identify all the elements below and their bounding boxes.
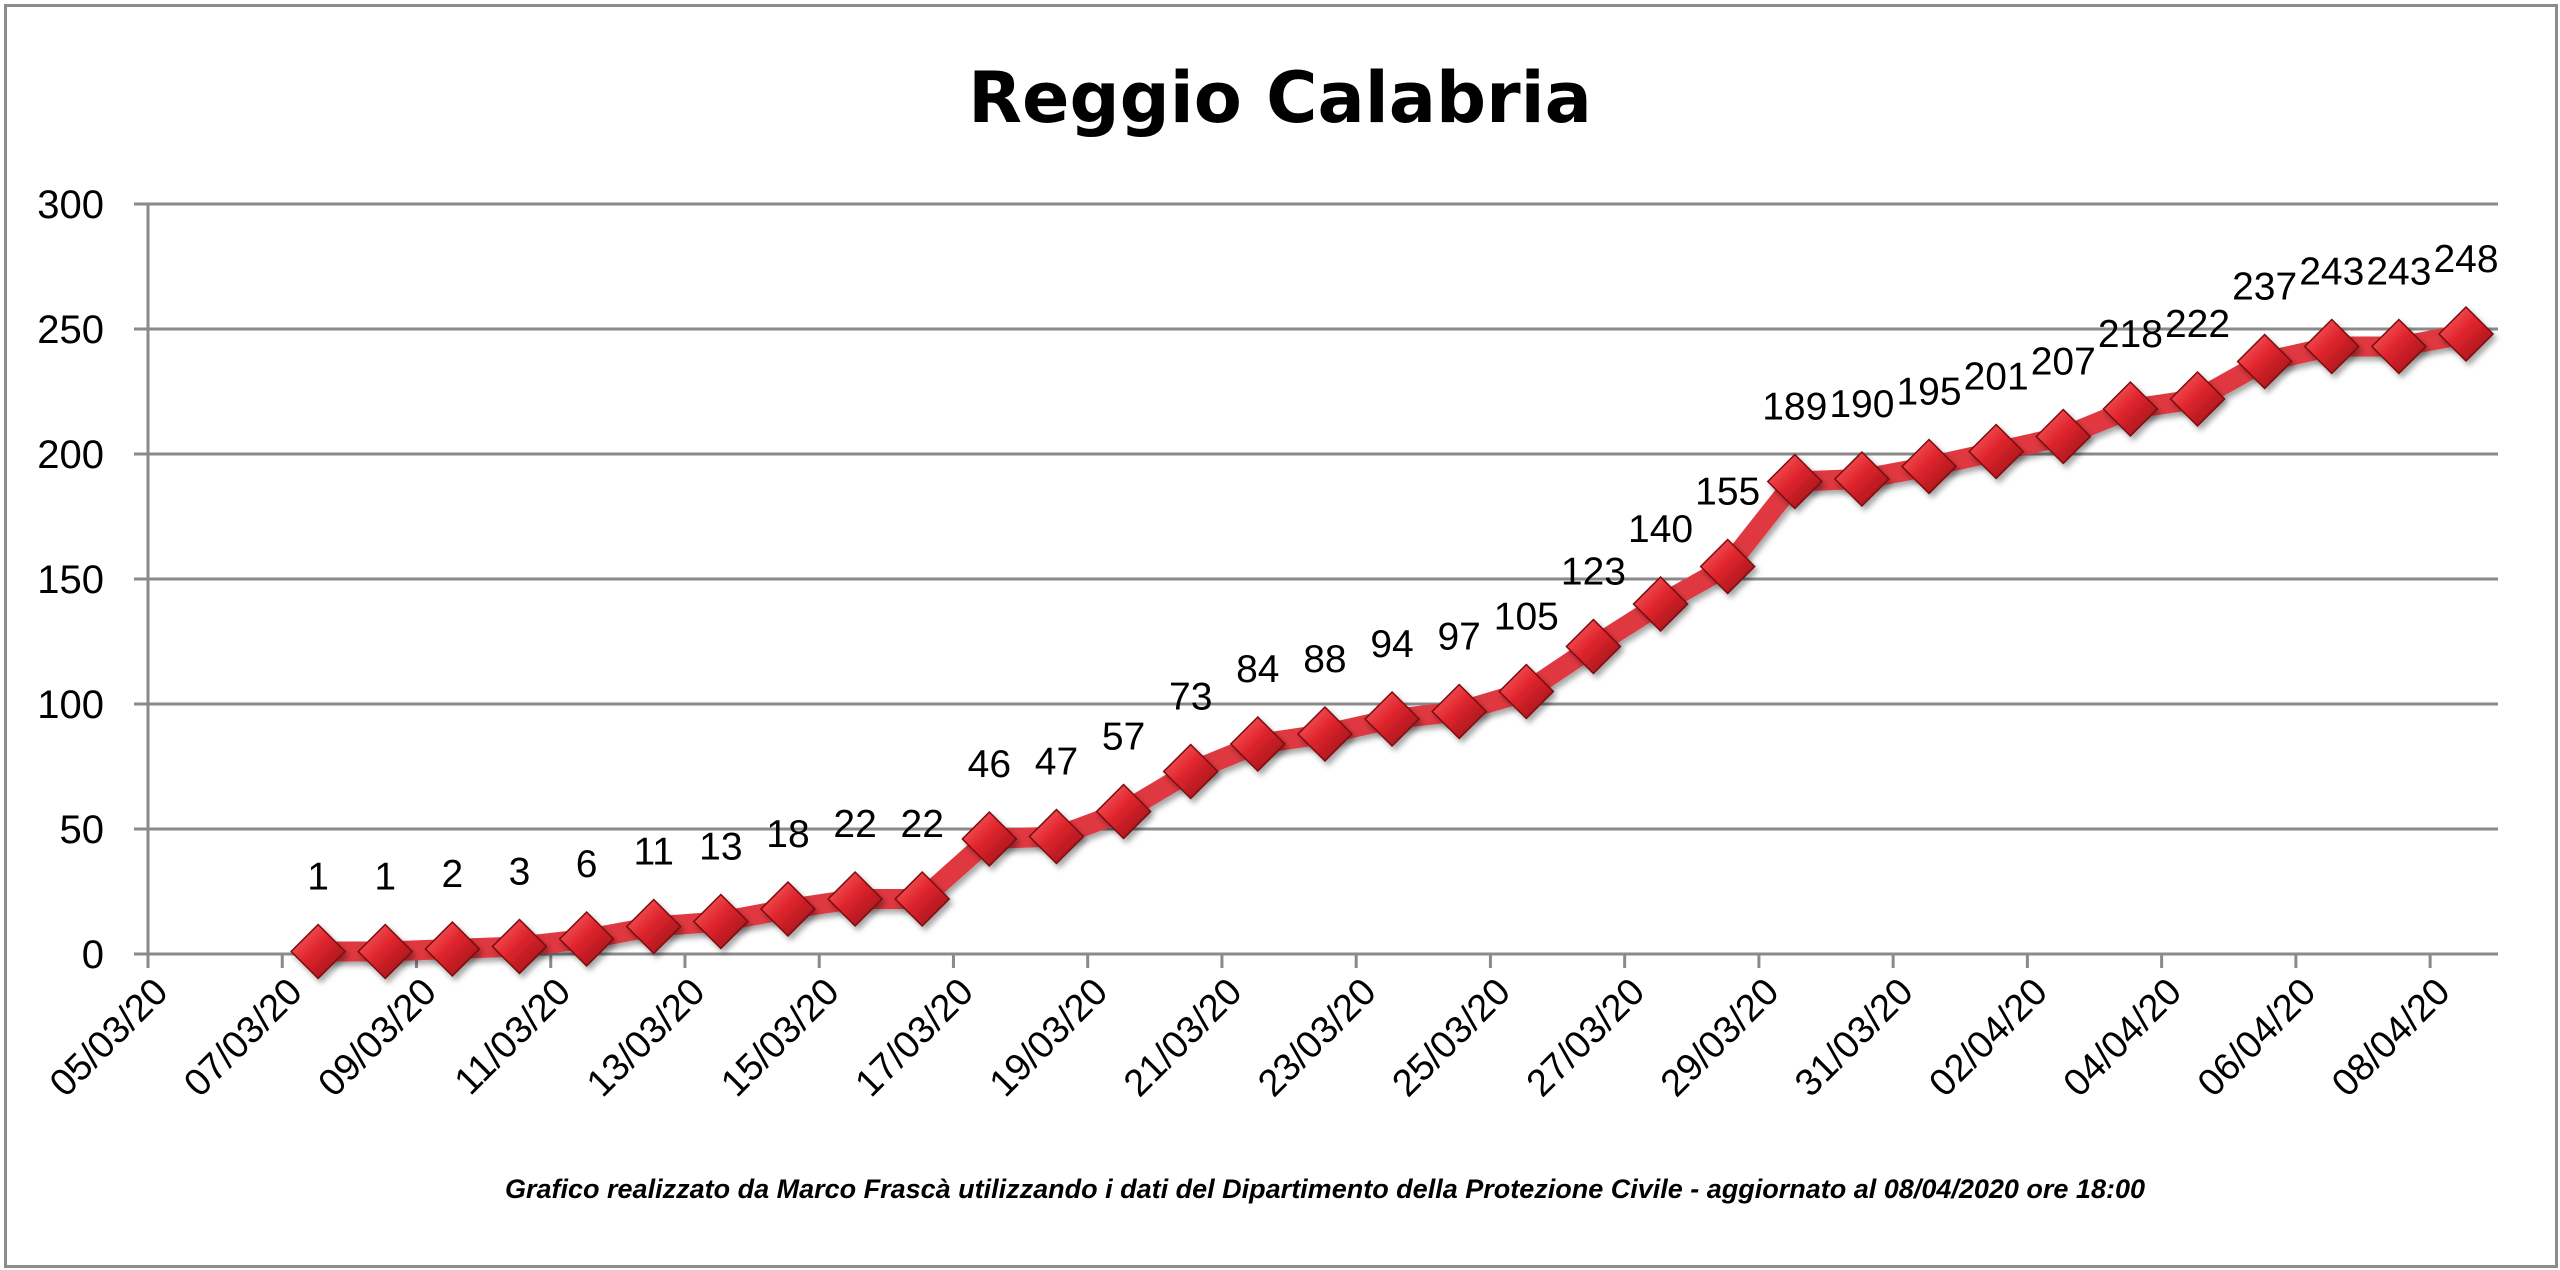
data-label: 22	[901, 803, 944, 846]
data-label: 1	[374, 856, 396, 899]
data-label: 46	[968, 743, 1011, 786]
data-point-marker	[1431, 683, 1488, 740]
data-point-marker	[2370, 318, 2427, 375]
x-tick-label: 19/03/20	[982, 971, 1116, 1105]
data-label: 2	[442, 853, 464, 896]
data-label: 105	[1494, 596, 1559, 639]
data-point-marker	[1028, 808, 1085, 865]
x-tick-label: 17/03/20	[848, 971, 982, 1105]
data-point-marker	[2437, 305, 2495, 363]
data-point-marker	[692, 893, 749, 950]
data-label: 123	[1561, 551, 1626, 594]
data-point-marker	[2035, 408, 2092, 465]
data-point-marker	[1565, 618, 1622, 675]
data-point-marker	[759, 880, 817, 938]
x-tick-label: 31/03/20	[1787, 971, 1921, 1105]
data-label: 57	[1102, 716, 1145, 759]
data-label: 84	[1236, 648, 1279, 691]
x-tick-label: 06/04/20	[2190, 971, 2324, 1105]
data-point-marker	[1363, 690, 1421, 748]
x-tick-label: 08/04/20	[2324, 971, 2458, 1105]
data-point-marker	[2236, 333, 2293, 390]
data-label: 195	[1896, 371, 1961, 414]
data-point-marker	[491, 918, 548, 975]
data-point-marker	[961, 810, 1018, 868]
data-label: 13	[699, 826, 742, 869]
data-point-marker	[1296, 705, 1354, 763]
x-tick-label: 11/03/20	[447, 971, 579, 1103]
data-point-marker	[1632, 575, 1689, 633]
data-point-marker	[1833, 450, 1890, 508]
data-point-marker	[1968, 423, 2025, 480]
x-tick-label: 21/03/20	[1116, 971, 1250, 1105]
data-point-marker	[894, 870, 951, 928]
data-label: 3	[509, 851, 531, 894]
data-label: 222	[2165, 303, 2230, 346]
data-label: 207	[2031, 341, 2096, 384]
x-tick-label: 04/04/20	[2056, 971, 2190, 1105]
y-tick-label: 150	[37, 558, 104, 602]
data-point-marker	[1766, 453, 1823, 510]
data-point-marker	[1498, 663, 1555, 720]
data-label: 190	[1829, 383, 1894, 426]
data-point-marker	[2169, 370, 2226, 428]
data-label: 1	[307, 856, 329, 899]
chart-footnote: Grafico realizzato da Marco Frascà utili…	[505, 1174, 2145, 1204]
y-tick-label: 200	[37, 433, 104, 477]
y-tick-label: 50	[60, 808, 105, 852]
y-tick-label: 250	[37, 308, 104, 352]
data-point-marker	[1900, 438, 1958, 495]
data-label: 97	[1437, 616, 1480, 659]
data-point-marker	[1095, 783, 1152, 840]
data-point-marker	[357, 923, 414, 980]
series-markers	[290, 305, 2495, 980]
data-point-marker	[2102, 380, 2159, 438]
data-label: 47	[1035, 741, 1078, 784]
data-label: 88	[1303, 638, 1346, 681]
data-label: 248	[2433, 238, 2498, 281]
x-axis-ticks: 05/03/20 07/03/20 09/03/20 11/03/20 13/03/20…	[42, 954, 2458, 1105]
data-point-marker	[625, 898, 682, 955]
x-tick-label: 13/03/20	[579, 971, 713, 1105]
data-label: 201	[1964, 356, 2029, 399]
data-label: 22	[833, 803, 876, 846]
x-tick-label: 09/03/20	[311, 971, 445, 1105]
data-point-marker	[1229, 715, 1286, 773]
data-point-marker	[290, 923, 347, 980]
data-label: 140	[1628, 508, 1693, 551]
x-tick-label: 29/03/20	[1653, 971, 1787, 1105]
x-tick-label: 25/03/20	[1384, 971, 1518, 1105]
y-tick-label: 0	[82, 933, 104, 977]
data-label: 73	[1169, 676, 1212, 719]
x-tick-label: 07/03/20	[176, 971, 310, 1105]
y-axis-ticks: 0 50 100 150 200 250 300	[37, 183, 104, 977]
data-label: 94	[1370, 623, 1413, 666]
data-point-marker	[1699, 538, 1756, 595]
data-point-marker	[827, 870, 884, 928]
x-tick-label: 27/03/20	[1519, 971, 1653, 1105]
data-label: 18	[766, 813, 809, 856]
data-label: 243	[2366, 251, 2431, 294]
chart-frame	[4, 4, 2558, 1268]
data-point-marker	[424, 920, 481, 978]
data-label: 243	[2299, 251, 2364, 294]
data-label: 11	[633, 831, 674, 874]
x-tick-label: 02/04/20	[1921, 971, 2055, 1105]
data-label: 6	[576, 843, 598, 886]
x-tick-label: 15/03/20	[713, 971, 847, 1105]
data-label: 189	[1762, 386, 1827, 429]
x-tick-label: 05/03/20	[42, 971, 176, 1105]
data-point-marker	[2303, 318, 2360, 375]
data-label: 218	[2098, 313, 2163, 356]
y-tick-label: 100	[37, 683, 104, 727]
data-point-marker	[1162, 743, 1219, 800]
data-point-marker	[558, 910, 615, 968]
x-tick-label: 23/03/20	[1250, 971, 1384, 1105]
data-label: 237	[2232, 266, 2297, 309]
chart-title: Reggio Calabria	[968, 57, 1592, 139]
data-label: 155	[1695, 471, 1760, 514]
y-tick-label: 300	[37, 183, 104, 227]
